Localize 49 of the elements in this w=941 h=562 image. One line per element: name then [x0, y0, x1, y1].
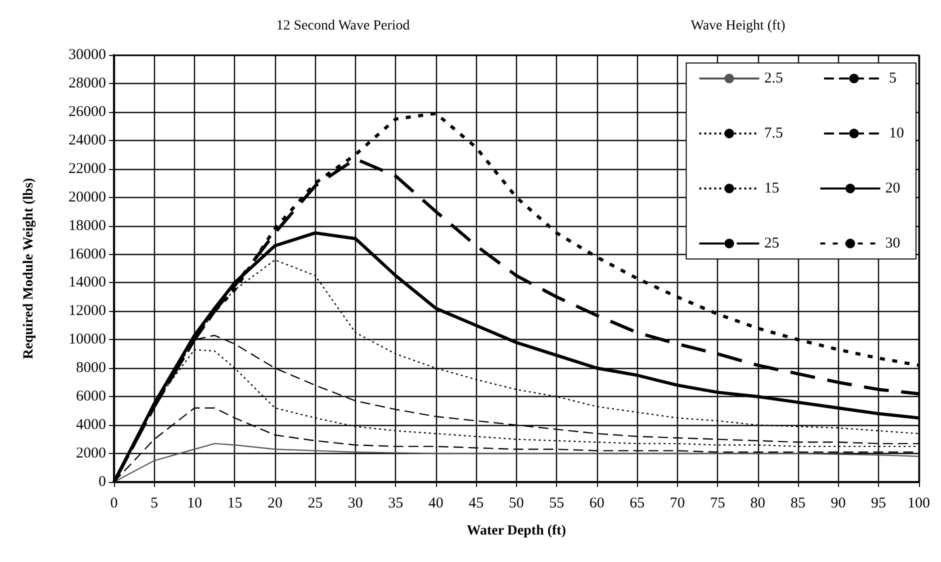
- y-tick-label: 6000: [76, 388, 106, 405]
- x-tick-label: 100: [908, 496, 930, 512]
- legend-label: 25: [764, 236, 780, 252]
- y-tick-label: 4000: [76, 417, 106, 434]
- x-tick-label: 85: [790, 496, 806, 512]
- x-tick-label: 90: [830, 496, 846, 512]
- y-tick-label: 26000: [68, 104, 106, 120]
- x-tick-label: 60: [589, 496, 604, 512]
- y-tick-label: 30000: [68, 47, 106, 63]
- legend-label: 15: [764, 180, 780, 196]
- legend-label: 20: [885, 180, 900, 196]
- y-tick-label: 10000: [68, 332, 106, 348]
- legend-label: 2.5: [764, 70, 783, 86]
- y-tick-label: 14000: [68, 274, 106, 291]
- x-tick-label: 10: [186, 496, 202, 512]
- y-tick-label: 12000: [68, 303, 106, 320]
- legend-label: 30: [885, 236, 900, 252]
- x-tick-label: 75: [710, 496, 726, 512]
- x-tick-label: 80: [750, 496, 766, 512]
- y-tick-label: 20000: [68, 189, 106, 206]
- x-tick-label: 20: [267, 496, 282, 512]
- x-tick-label: 65: [630, 496, 645, 512]
- x-tick-label: 70: [670, 496, 685, 512]
- x-tick-label: 50: [508, 496, 524, 512]
- legend-label: 5: [889, 70, 896, 86]
- legend-label: 7.5: [764, 126, 783, 142]
- y-tick-label: 22000: [68, 160, 106, 177]
- legend-label: 10: [889, 126, 904, 142]
- x-tick-label: 25: [308, 496, 323, 512]
- x-tick-label: 40: [428, 496, 444, 512]
- y-tick-label: 2000: [76, 446, 106, 462]
- y-tick-label: 8000: [76, 360, 106, 376]
- x-tick-label: 55: [549, 496, 564, 512]
- x-tick-label: 5: [150, 496, 158, 512]
- chart-title: 12 Second Wave Period: [276, 18, 410, 34]
- y-tick-label: 0: [98, 474, 106, 490]
- legend-title: Wave Height (ft): [690, 18, 786, 34]
- x-tick-label: 15: [227, 496, 242, 512]
- x-tick-label: 30: [348, 496, 363, 512]
- x-tick-label: 45: [468, 496, 484, 512]
- y-axis-title: Required Module Weight (lbs): [22, 178, 36, 360]
- x-tick-label: 95: [871, 496, 886, 512]
- y-tick-label: 28000: [68, 75, 106, 92]
- y-tick-label: 24000: [68, 132, 106, 148]
- x-axis-title: Water Depth (ft): [466, 524, 566, 538]
- y-tick-label: 18000: [68, 218, 106, 234]
- x-tick-label: 0: [110, 496, 118, 512]
- x-tick-label: 35: [388, 496, 404, 512]
- y-tick-label: 16000: [68, 246, 106, 262]
